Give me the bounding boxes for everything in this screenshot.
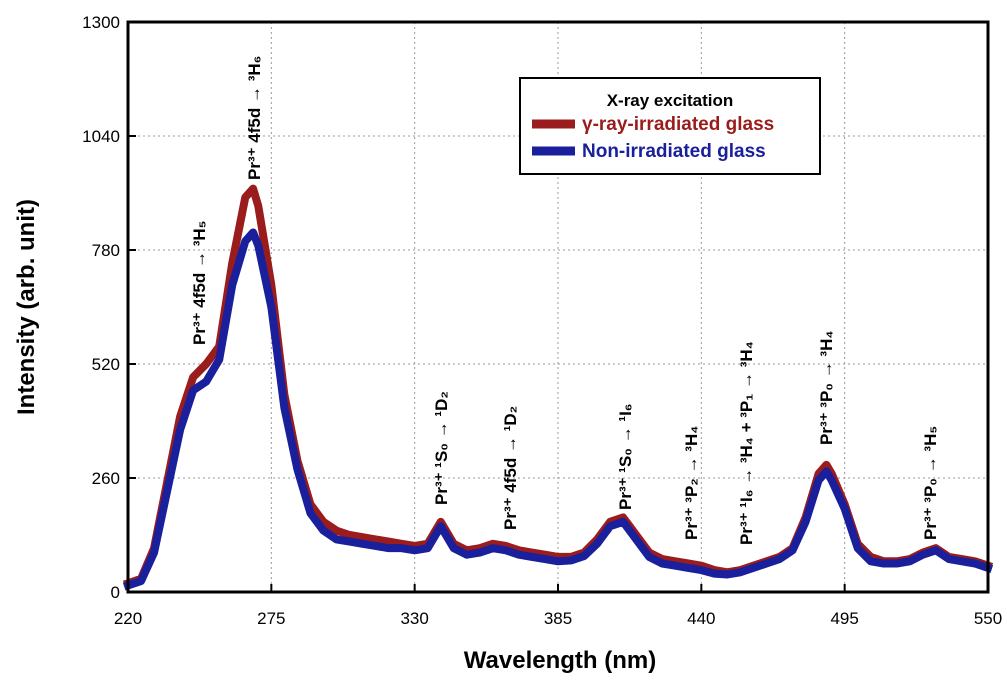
legend-title: X-ray excitation <box>607 91 734 110</box>
annotation: Pr³⁺ ³P₀ → ³H₄ <box>817 331 836 445</box>
x-tick-label: 385 <box>544 609 572 628</box>
legend-label: Non-irradiated glass <box>582 141 766 162</box>
annotation: Pr³⁺ ³P₂ → ³H₄ <box>682 426 701 540</box>
legend-box <box>519 77 821 175</box>
plot-frame <box>126 20 990 594</box>
legend-label: γ-ray-irradiated glass <box>582 114 774 135</box>
x-tick-label: 495 <box>830 609 858 628</box>
annotation: Pr³⁺ 4f5d → ³H₅ <box>190 221 209 345</box>
x-tick-label: 275 <box>257 609 285 628</box>
annotation: Pr³⁺ ¹I₆ → ³H₄ + ³P₁ → ³H₄ <box>737 341 756 545</box>
annotation: Pr³⁺ 4f5d → ³H₆ <box>245 56 264 180</box>
y-axis-label: Intensity (arb. unit) <box>13 199 40 415</box>
y-tick-label: 1300 <box>82 13 120 32</box>
x-tick-label: 550 <box>974 609 1002 628</box>
x-tick-label: 440 <box>687 609 715 628</box>
annotation: Pr³⁺ ¹S₀ → ¹D₂ <box>432 391 451 505</box>
annotation: Pr³⁺ ¹S₀ → ¹I₆ <box>616 403 635 510</box>
annotation: Pr³⁺ 4f5d → ¹D₂ <box>501 406 520 530</box>
x-tick-label: 220 <box>114 609 142 628</box>
y-tick-label: 0 <box>111 583 120 602</box>
y-tick-label: 260 <box>92 469 120 488</box>
y-tick-label: 780 <box>92 241 120 260</box>
x-tick-label: 330 <box>400 609 428 628</box>
x-axis-label: Wavelength (nm) <box>464 647 656 674</box>
line-series <box>122 228 994 591</box>
annotation: Pr³⁺ ³P₀ → ³H₅ <box>921 426 940 540</box>
y-tick-label: 1040 <box>82 127 120 146</box>
y-tick-label: 520 <box>92 355 120 374</box>
